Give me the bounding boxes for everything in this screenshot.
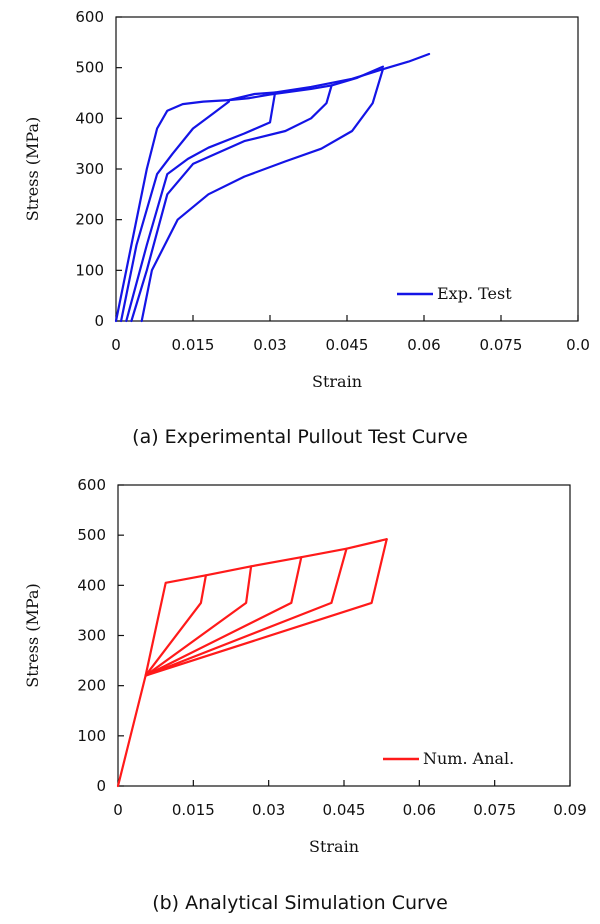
y-tick-label: 0 bbox=[96, 777, 106, 795]
series-line bbox=[130, 84, 333, 323]
plot-area-frame bbox=[115, 16, 579, 322]
x-axis-title: Strain bbox=[309, 837, 359, 856]
y-tick-label: 200 bbox=[77, 677, 106, 695]
y-tick-label: 400 bbox=[75, 109, 104, 127]
y-tick-label: 100 bbox=[77, 727, 106, 745]
series-line bbox=[144, 538, 388, 677]
y-tick-label: 500 bbox=[75, 59, 104, 77]
analytical-chart: 0 100 200 300 400 500 600 0 0.015 0.03 0.045 0.06 0.… bbox=[23, 476, 587, 856]
x-tick-label: 0.015 bbox=[172, 336, 215, 354]
chart-caption-experimental: (a) Experimental Pullout Test Curve bbox=[132, 426, 468, 448]
chart-panel-experimental: 0 100 200 300 400 500 600 0 0.015 0.03 0.045 0.06 0.… bbox=[0, 0, 600, 460]
x-tick-label: 0.09 bbox=[553, 801, 586, 819]
x-tick-label: 0.03 bbox=[252, 801, 285, 819]
x-tick-label: 0.045 bbox=[326, 336, 369, 354]
chart-panel-analytical: 0 100 200 300 400 500 600 0 0.015 0.03 0.045 0.06 0.… bbox=[0, 460, 600, 924]
y-tick-label: 300 bbox=[75, 160, 104, 178]
series-line bbox=[125, 91, 277, 323]
series-line bbox=[144, 547, 348, 677]
series-line bbox=[140, 68, 384, 323]
series-line bbox=[144, 556, 303, 677]
y-axis-title: Stress (MPa) bbox=[23, 583, 42, 687]
x-axis-title: Strain bbox=[312, 372, 362, 391]
series-line bbox=[144, 574, 207, 677]
x-tick-label: 0.045 bbox=[323, 801, 366, 819]
y-tick-label: 200 bbox=[75, 211, 104, 229]
series-line bbox=[116, 674, 147, 788]
y-tick-label: 0 bbox=[94, 312, 104, 330]
legend-label: Exp. Test bbox=[437, 284, 512, 303]
legend-label: Num. Anal. bbox=[423, 749, 514, 768]
series-line bbox=[144, 538, 388, 677]
chart-caption-analytical: (b) Analytical Simulation Curve bbox=[152, 892, 448, 914]
x-tick-label: 0 bbox=[111, 336, 121, 354]
y-axis-title: Stress (MPa) bbox=[23, 117, 42, 221]
series-line bbox=[227, 84, 333, 102]
series-line bbox=[144, 565, 253, 677]
y-tick-label: 300 bbox=[77, 627, 106, 645]
experimental-chart: 0 100 200 300 400 500 600 0 0.015 0.03 0.045 0.06 0.… bbox=[23, 8, 590, 391]
series-line bbox=[114, 98, 230, 323]
x-tick-label: 0.03 bbox=[253, 336, 286, 354]
series-line bbox=[119, 100, 230, 323]
y-tick-label: 600 bbox=[77, 476, 106, 494]
x-tick-label: 0 bbox=[113, 801, 123, 819]
y-tick-label: 400 bbox=[77, 576, 106, 594]
x-tick-label: 0.0 bbox=[566, 336, 590, 354]
series-line bbox=[330, 65, 384, 87]
x-tick-label: 0.06 bbox=[403, 801, 436, 819]
x-tick-label: 0.06 bbox=[407, 336, 440, 354]
series-line bbox=[381, 52, 431, 71]
y-tick-label: 500 bbox=[77, 526, 106, 544]
y-tick-label: 100 bbox=[75, 261, 104, 279]
series-line bbox=[227, 91, 277, 102]
x-tick-label: 0.015 bbox=[172, 801, 215, 819]
y-tick-label: 600 bbox=[75, 8, 104, 26]
plot-area-frame bbox=[117, 484, 571, 787]
x-tick-label: 0.075 bbox=[473, 801, 516, 819]
x-tick-label: 0.075 bbox=[480, 336, 523, 354]
